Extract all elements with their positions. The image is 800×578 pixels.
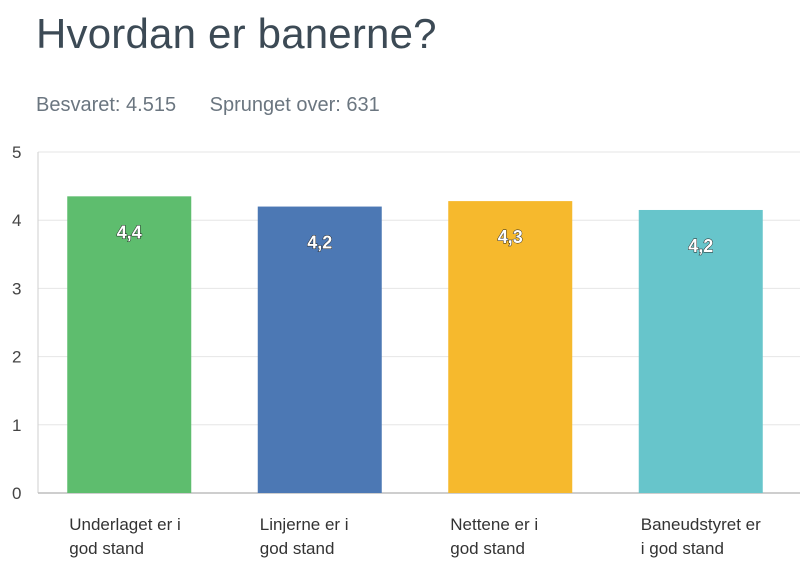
category-label: i god stand xyxy=(641,539,724,558)
data-label: 4,3 xyxy=(498,227,523,247)
category-label: god stand xyxy=(450,539,525,558)
category-label: god stand xyxy=(69,539,144,558)
data-label: 4,2 xyxy=(307,233,332,253)
category-label: Nettene er i xyxy=(450,515,538,534)
category-label: Linjerne er i xyxy=(260,515,349,534)
bar xyxy=(67,196,192,493)
y-tick-label: 5 xyxy=(12,143,21,162)
y-tick-label: 4 xyxy=(12,211,21,230)
category-label: god stand xyxy=(260,539,335,558)
category-label: Baneudstyret er xyxy=(641,515,761,534)
chart-title: Hvordan er banerne? xyxy=(36,10,437,57)
data-label: 4,2 xyxy=(688,236,713,256)
y-tick-label: 3 xyxy=(12,279,21,298)
category-label: Underlaget er i xyxy=(69,515,181,534)
response-stats: Besvaret: 4.515 Sprunget over: 631 xyxy=(36,94,408,117)
bar xyxy=(257,206,382,493)
skipped-count: Sprunget over: 631 xyxy=(209,94,380,116)
bar xyxy=(638,209,763,493)
y-tick-label: 1 xyxy=(12,416,21,435)
data-label: 4,4 xyxy=(117,222,142,242)
y-tick-label: 2 xyxy=(12,348,21,367)
y-tick-label: 0 xyxy=(12,484,21,503)
bar xyxy=(448,201,573,493)
answered-count: Besvaret: 4.515 xyxy=(36,94,177,116)
